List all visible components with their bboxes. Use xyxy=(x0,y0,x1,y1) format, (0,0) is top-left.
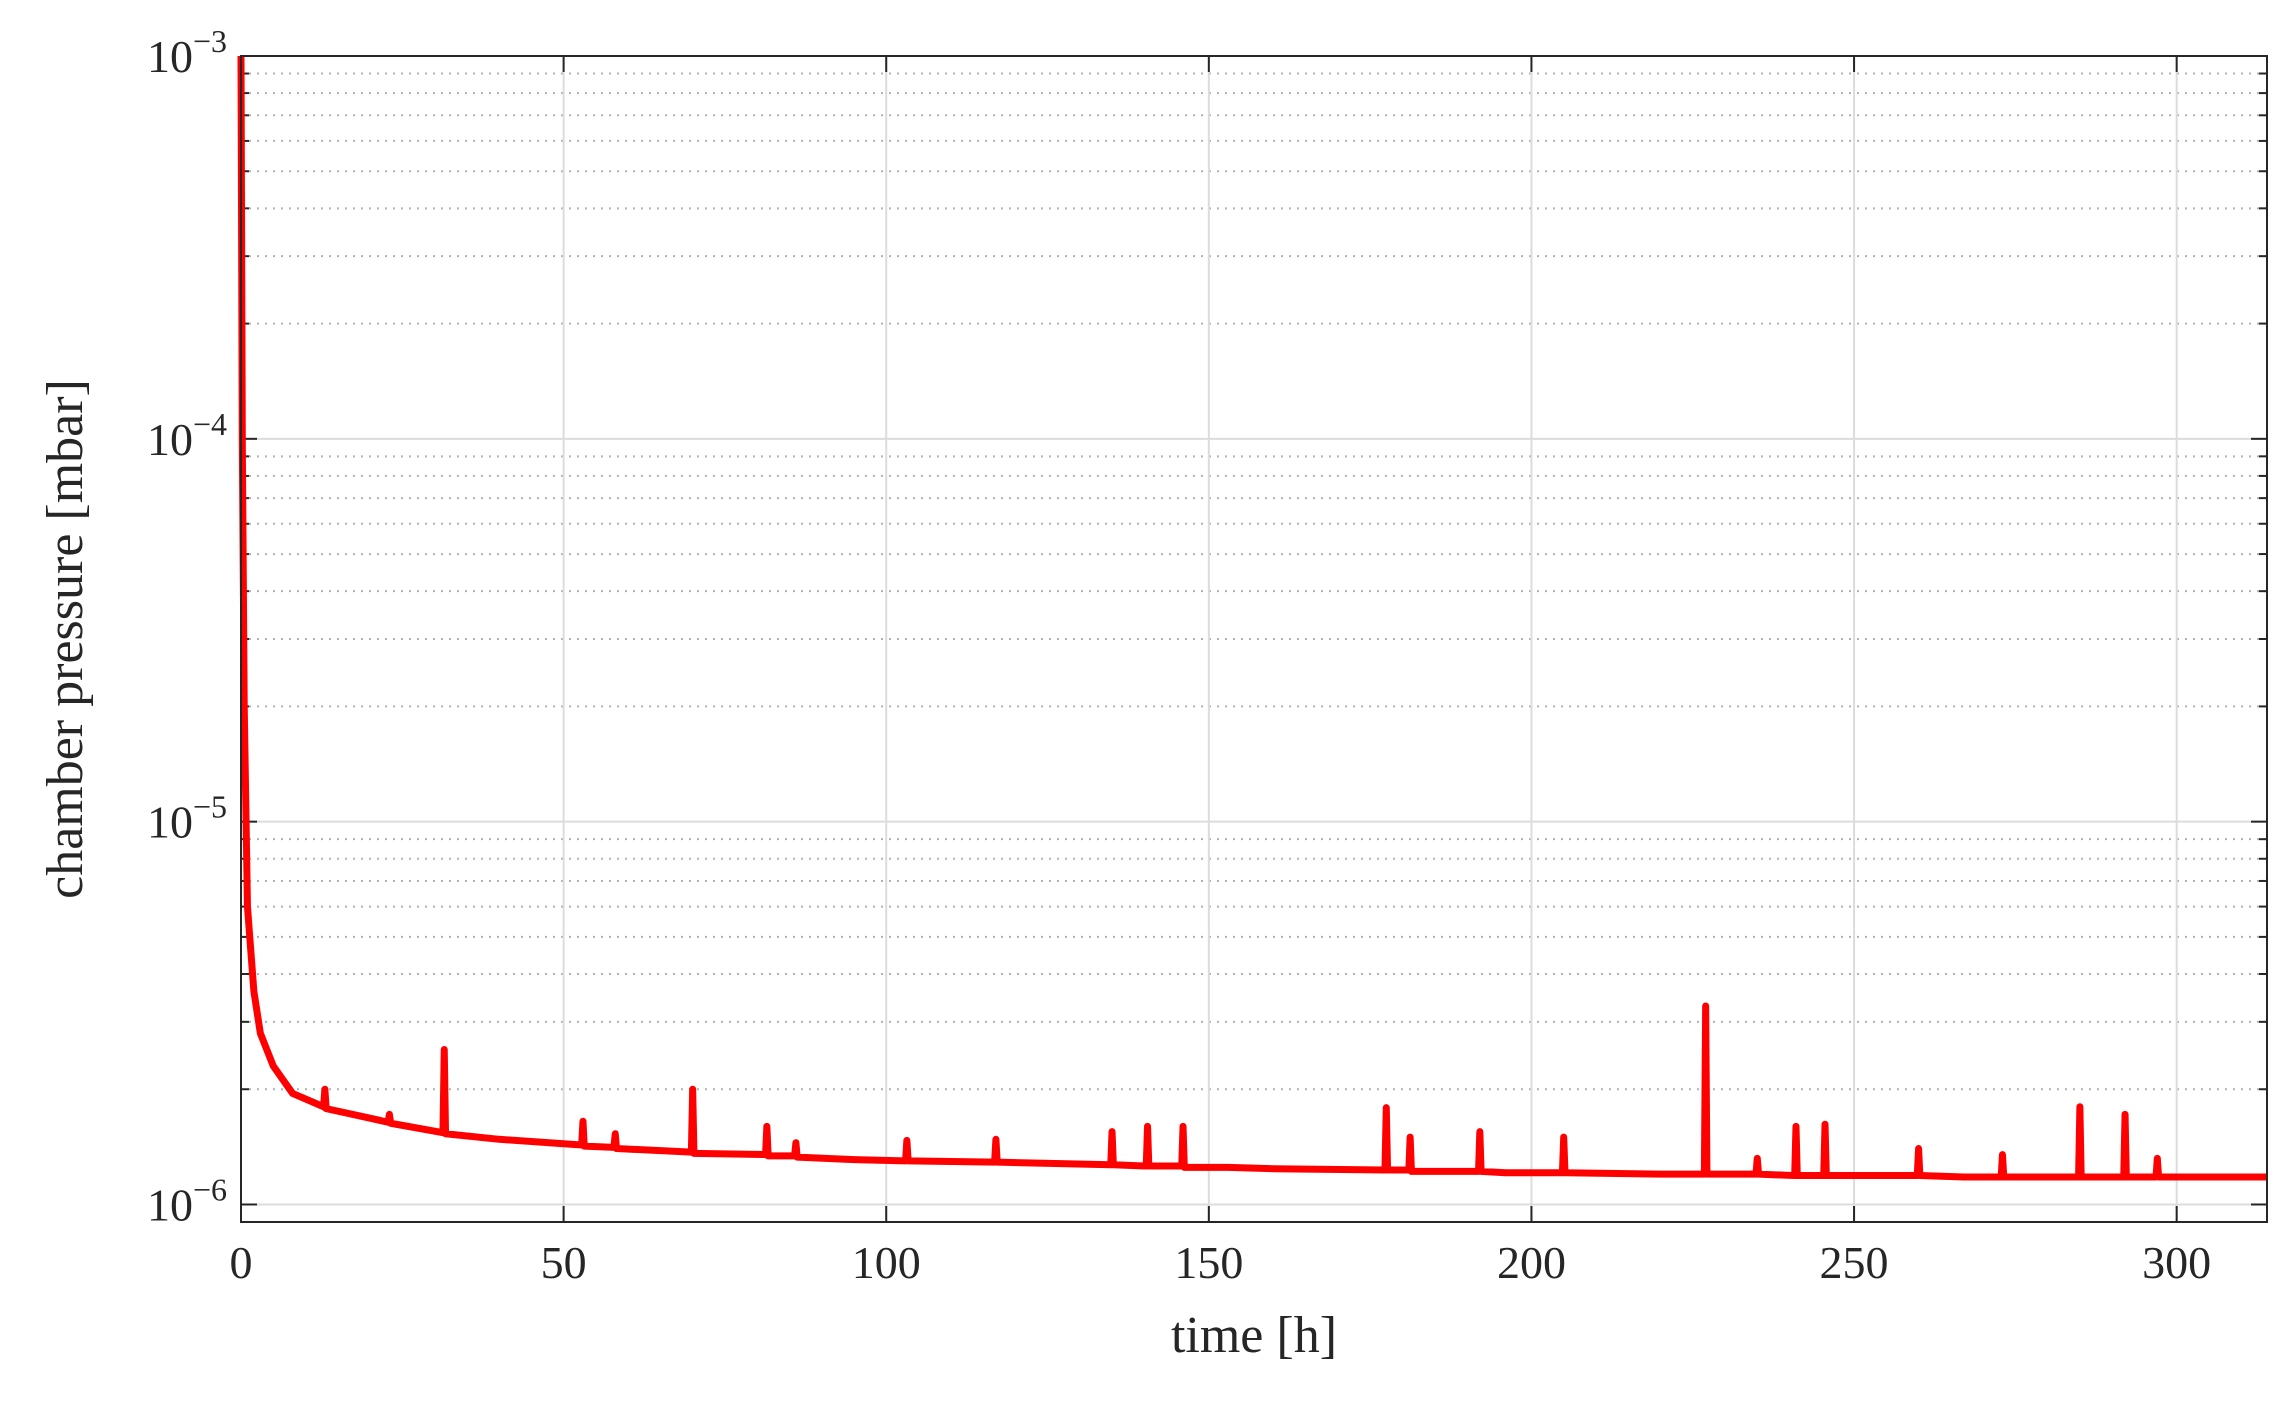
y-tick-label: 10−6 xyxy=(147,1171,227,1230)
x-tick-label: 200 xyxy=(1497,1237,1566,1288)
plot-area xyxy=(237,55,2267,1181)
x-tick-label: 0 xyxy=(230,1237,253,1288)
x-axis-label: time [h] xyxy=(1171,1307,1337,1364)
x-tick-label: 300 xyxy=(2142,1237,2211,1288)
x-tick-label: 50 xyxy=(541,1237,587,1288)
y-axis-label: chamber pressure [mbar] xyxy=(37,379,94,899)
grid xyxy=(240,55,2267,1222)
y-tick-label: 10−4 xyxy=(147,406,227,465)
axes-box xyxy=(240,55,2268,1223)
y-tick-label: 10−3 xyxy=(147,23,227,82)
y-tick-label: 10−5 xyxy=(147,789,227,848)
x-tick-label: 150 xyxy=(1174,1237,1243,1288)
x-tick-label: 100 xyxy=(852,1237,921,1288)
x-tick-label: 250 xyxy=(1820,1237,1889,1288)
data-line xyxy=(237,55,2267,1181)
